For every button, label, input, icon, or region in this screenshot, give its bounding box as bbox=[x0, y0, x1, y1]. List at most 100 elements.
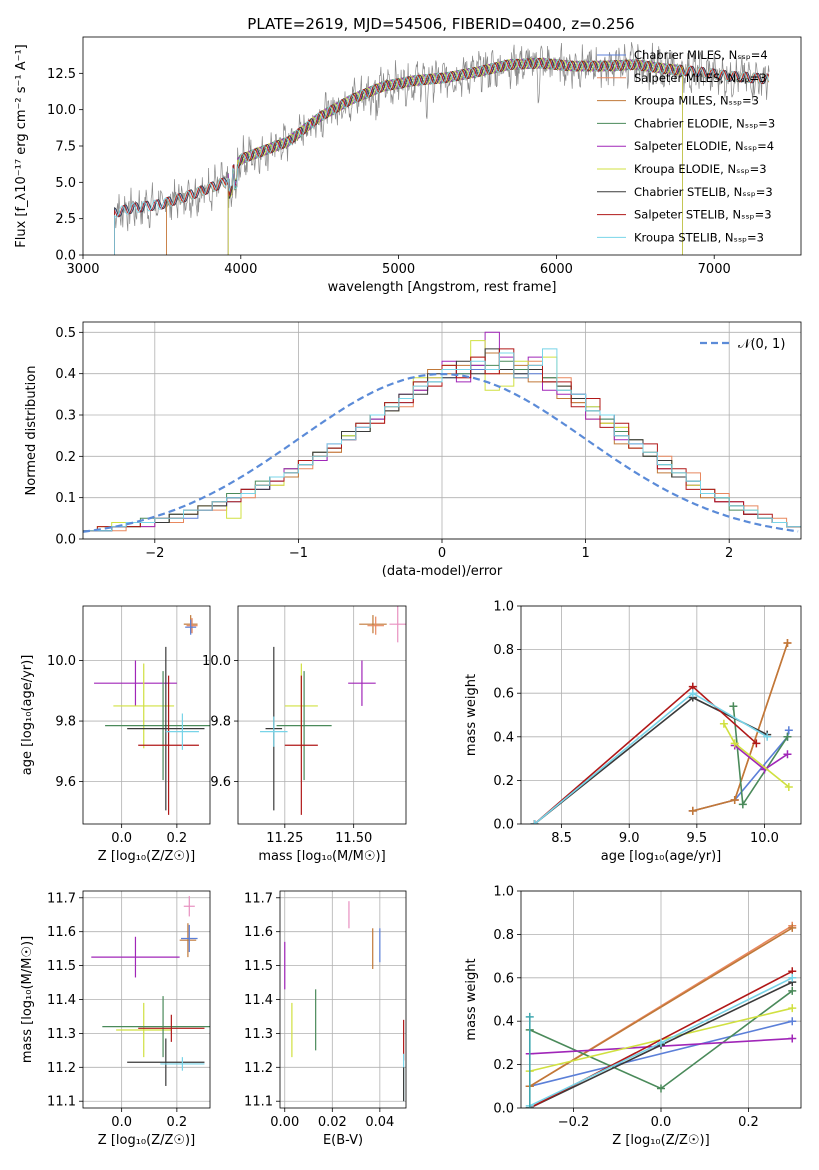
y-tick-label: 11.2 bbox=[47, 1061, 76, 1076]
plus-marker bbox=[784, 726, 793, 735]
model-series-line bbox=[114, 57, 770, 255]
y-tick-label: 0.4 bbox=[493, 1015, 514, 1030]
y-tick-label: 1.0 bbox=[493, 600, 514, 615]
legend-label: Kroupa MILES, Nₛₛₚ=3 bbox=[634, 94, 759, 108]
x-tick-label: 0.02 bbox=[318, 1115, 347, 1130]
y-tick-label: 9.8 bbox=[55, 715, 76, 730]
x-tick-label: 11.25 bbox=[266, 831, 303, 846]
age-vs-metallicity-panel: 0.0 0.2 9.6 9.8 10.0 Z [log₁₀(Z/Z☉)] age [log₁… bbox=[20, 605, 211, 864]
y-axis-label: Normed distribution bbox=[24, 366, 39, 496]
data-point bbox=[186, 618, 198, 634]
model-series-line bbox=[227, 57, 683, 255]
plus-marker bbox=[783, 639, 792, 648]
spectrum-legend: Chabrier MILES, Nₛₛₚ=4 Salpeter MILES, Nₛ… bbox=[597, 48, 775, 244]
plus-marker bbox=[788, 923, 797, 932]
mass-vs-metallicity-panel: 0.0 0.2 11.1 11.2 11.3 11.4 11.5 11.6 11.7 Z [log… bbox=[20, 890, 211, 1148]
x-tick-label: 0.2 bbox=[738, 1115, 759, 1130]
x-axis-label: Z [log₁₀(Z/Z☉)] bbox=[98, 849, 195, 864]
axes-frame bbox=[520, 890, 802, 1109]
plus-marker bbox=[525, 1012, 534, 1021]
data-point bbox=[181, 924, 198, 953]
plus-marker bbox=[530, 820, 539, 824]
x-tick-label: 8.5 bbox=[551, 831, 572, 846]
y-tick-label: 9.6 bbox=[55, 775, 76, 790]
normal-curve-line bbox=[83, 373, 799, 533]
legend-label: Chabrier STELIB, Nₛₛₚ=3 bbox=[634, 185, 773, 199]
data-point bbox=[348, 660, 376, 706]
plot-area bbox=[94, 615, 210, 815]
x-tick-label: 0.2 bbox=[167, 831, 188, 846]
mass-weight-line bbox=[692, 730, 790, 812]
x-tick-label: 5000 bbox=[382, 262, 415, 277]
y-tick-label: 12.5 bbox=[47, 67, 76, 82]
y-tick-label: 11.3 bbox=[47, 1027, 76, 1042]
plus-marker bbox=[788, 973, 797, 982]
data-point bbox=[91, 936, 180, 978]
x-axis-label: Z [log₁₀(Z/Z☉)] bbox=[612, 1133, 709, 1148]
y-tick-label: 11.4 bbox=[244, 993, 273, 1008]
plus-marker bbox=[763, 732, 772, 741]
y-tick-label: 0.1 bbox=[55, 491, 76, 506]
x-tick-label: 0.0 bbox=[111, 1115, 132, 1130]
x-tick-label: 0.0 bbox=[111, 831, 132, 846]
plot-area bbox=[530, 639, 793, 824]
x-tick-label: −1 bbox=[289, 546, 308, 561]
x-tick-label: 9.5 bbox=[687, 831, 708, 846]
data-point bbox=[138, 675, 199, 815]
axes-frame bbox=[520, 605, 802, 825]
y-tick-label: 0.2 bbox=[493, 1058, 514, 1073]
x-tick-label: 3000 bbox=[66, 262, 99, 277]
plot-area bbox=[83, 331, 801, 533]
plus-marker bbox=[688, 689, 697, 698]
axes-frame bbox=[82, 605, 211, 825]
data-point bbox=[367, 616, 384, 635]
axes-frame bbox=[82, 890, 211, 1109]
mass-weight-line bbox=[692, 642, 789, 812]
plus-marker bbox=[688, 806, 697, 815]
y-tick-label: 7.5 bbox=[55, 140, 76, 155]
x-tick-label: 0 bbox=[438, 546, 446, 561]
plot-area bbox=[284, 901, 405, 1102]
x-tick-label: 6000 bbox=[540, 262, 573, 277]
legend-label: Salpeter ELODIE, Nₛₛₚ=4 bbox=[634, 139, 774, 153]
age-vs-mass-panel: 11.25 11.50 9.6 9.8 10.0 mass [log₁₀(M/M☉)] bbox=[202, 605, 407, 864]
residual-histogram-panel: −2 −1 0 1 2 0.0 0.1 0.2 0.3 0.4 0.5 (data-model)/er… bbox=[24, 321, 802, 579]
legend-label: Salpeter MILES, Nₛₛₚ=3 bbox=[634, 71, 767, 85]
y-tick-label: 0.0 bbox=[55, 249, 76, 264]
y-tick-label: 0.6 bbox=[493, 687, 514, 702]
plus-marker bbox=[525, 1104, 534, 1108]
legend-label: Kroupa ELODIE, Nₛₛₚ=3 bbox=[634, 162, 767, 176]
y-tick-label: 0.4 bbox=[55, 367, 76, 382]
data-point bbox=[260, 716, 288, 747]
x-tick-label: 1 bbox=[581, 546, 589, 561]
data-point bbox=[94, 660, 177, 706]
x-axis-label: wavelength [Angstrom, rest frame] bbox=[328, 280, 557, 295]
data-point bbox=[113, 663, 175, 749]
plus-marker bbox=[730, 739, 739, 748]
mass-vs-ebv-panel: 0.00 0.02 0.04 11.1 11.2 11.3 11.4 11.5 11.6 11.7… bbox=[244, 890, 407, 1148]
model-series-line bbox=[114, 57, 769, 255]
legend-label: 𝒩(0, 1) bbox=[738, 337, 785, 352]
plus-marker bbox=[788, 1004, 797, 1013]
y-tick-label: 11.7 bbox=[47, 891, 76, 906]
grid bbox=[521, 890, 801, 1109]
y-tick-label: 0.0 bbox=[493, 1102, 514, 1117]
data-point bbox=[102, 996, 210, 1058]
y-tick-label: 11.6 bbox=[47, 925, 76, 940]
y-axis-label: age [log₁₀(age/yr)] bbox=[20, 655, 35, 776]
data-point bbox=[138, 1014, 205, 1042]
mass-weight-line bbox=[529, 1020, 793, 1088]
y-axis-label: mass weight bbox=[464, 958, 479, 1040]
y-tick-label: 10.0 bbox=[47, 654, 76, 669]
data-point bbox=[165, 713, 199, 750]
y-tick-label: 0.5 bbox=[55, 326, 76, 341]
legend-label: Chabrier ELODIE, Nₛₛₚ=3 bbox=[634, 116, 775, 130]
data-point bbox=[105, 671, 210, 781]
model-series-line bbox=[114, 57, 770, 255]
axes-frame bbox=[279, 890, 407, 1109]
data-point bbox=[389, 606, 406, 643]
data-point bbox=[183, 896, 195, 917]
y-tick-label: 0.3 bbox=[55, 409, 76, 424]
y-tick-label: 1.0 bbox=[493, 885, 514, 900]
x-tick-label: −2 bbox=[145, 546, 164, 561]
